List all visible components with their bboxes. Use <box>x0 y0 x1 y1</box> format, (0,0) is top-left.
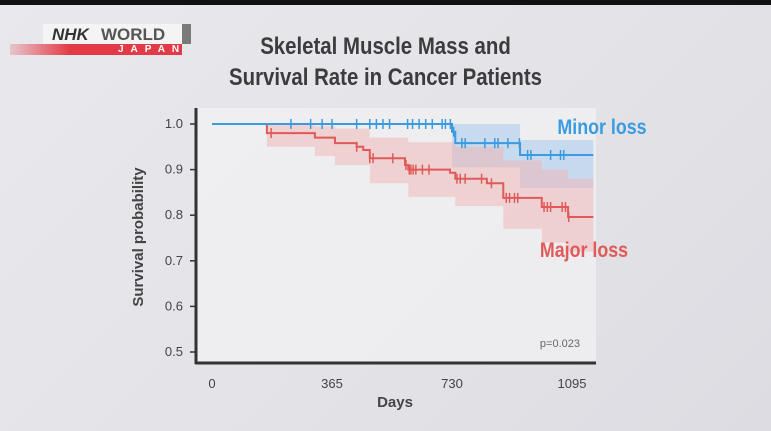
y-tick-label: 0.8 <box>165 207 183 222</box>
confidence-band <box>568 178 594 252</box>
y-tick-label: 0.7 <box>165 253 183 268</box>
x-tick-label: 0 <box>208 376 215 391</box>
logo-world: WORLD <box>101 25 166 44</box>
y-tick-label: 0.6 <box>165 298 183 313</box>
y-tick-label: 1.0 <box>165 116 183 131</box>
legend-minor-loss: Minor loss <box>557 116 646 140</box>
x-tick-label: 730 <box>441 376 463 391</box>
x-tick-label: 365 <box>321 376 343 391</box>
y-axis-label: Survival probability <box>130 167 147 307</box>
y-tick-label: 0.5 <box>165 344 183 359</box>
legend-major-loss: Major loss <box>540 239 628 263</box>
logo-nhk: NHK <box>52 25 89 44</box>
confidence-band <box>314 126 335 156</box>
confidence-band <box>455 146 504 207</box>
confidence-band <box>369 137 409 184</box>
p-value-annotation: p=0.023 <box>540 338 580 350</box>
chart-title-line2: Survival Rate in Cancer Patients <box>229 64 542 91</box>
logo-japan: JAPAN <box>118 44 187 55</box>
x-tick-label: 1095 <box>558 376 587 391</box>
y-tick-label: 0.9 <box>165 162 183 177</box>
confidence-band <box>266 124 315 147</box>
nhk-world-japan-logo: NHK WORLD JAPAN <box>10 24 191 55</box>
x-axis-label: Days <box>377 394 413 411</box>
chart-title-line1: Skeletal Muscle Mass and <box>260 33 511 60</box>
top-bar <box>0 0 771 5</box>
confidence-band <box>334 128 370 166</box>
survival-curve <box>212 123 594 157</box>
